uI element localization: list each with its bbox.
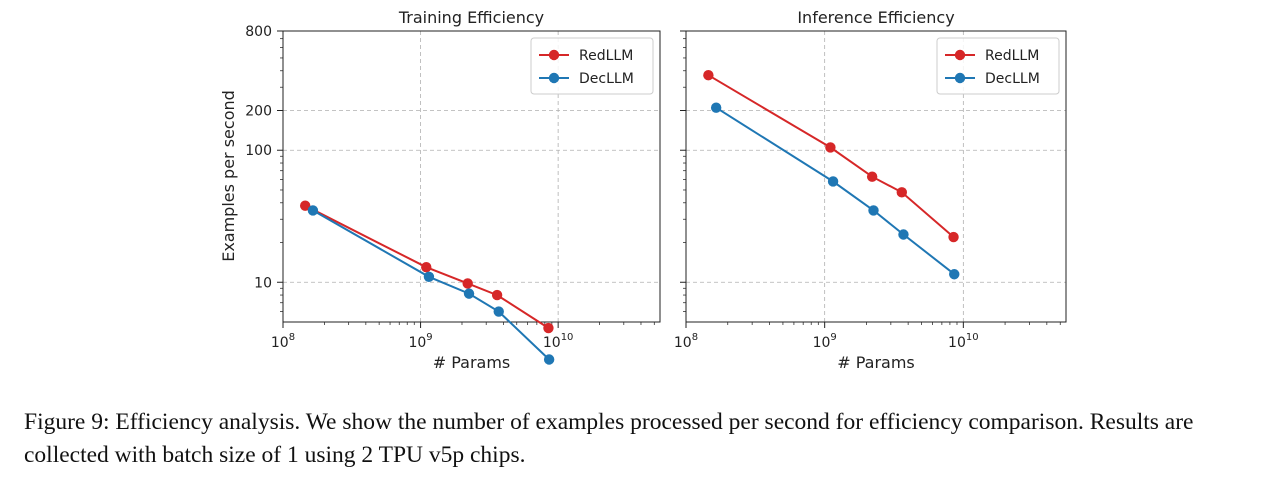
legend-label: DecLLM (985, 71, 1040, 87)
y-tick-label: 800 (245, 24, 272, 40)
x-tick-label: 1010 (543, 332, 574, 351)
legend-swatch-marker (954, 49, 966, 61)
series-line-decllm (715, 106, 955, 275)
panel-2: 108 109 1010 Inference Efficiency # Params Re… (674, 8, 1067, 372)
data-point-redllm (896, 187, 908, 198)
data-point-decllm (898, 229, 909, 240)
legend-label: RedLLM (579, 48, 633, 64)
x-tick-label: 109 (813, 332, 837, 351)
data-point-decllm (307, 205, 319, 216)
x-axis-label: # Params (433, 353, 511, 372)
legend-label: DecLLM (579, 71, 634, 87)
data-point-redllm (421, 262, 432, 273)
plot-frame (282, 30, 661, 323)
legend-swatch-marker (954, 72, 966, 84)
x-tick-label: 108 (271, 332, 295, 351)
series-line-redllm (707, 74, 955, 238)
chart-title: Inference Efficiency (797, 8, 954, 27)
plot-frame (685, 30, 1067, 323)
data-point-redllm (825, 142, 836, 153)
data-point-redllm (866, 171, 878, 182)
y-tick-label: 200 (245, 103, 272, 119)
x-tick-label: 108 (674, 332, 698, 351)
legend-box (936, 37, 1060, 95)
legend-label: RedLLM (985, 48, 1039, 64)
figure-caption: Figure 9: Efficiency analysis. We show t… (24, 409, 1194, 468)
x-tick-label: 1010 (948, 332, 979, 351)
data-point-redllm (703, 70, 714, 81)
data-point-redllm (543, 322, 554, 334)
chart-title: Training Efficiency (398, 8, 544, 27)
data-point-decllm (423, 271, 435, 282)
data-point-decllm (710, 102, 722, 113)
x-axis-label: # Params (837, 353, 915, 372)
y-tick-label: 10 (254, 275, 272, 291)
data-point-decllm (949, 269, 960, 280)
data-point-redllm (491, 289, 503, 301)
y-tick-label: 100 (245, 143, 272, 159)
x-tick-label: 109 (408, 332, 432, 351)
legend: RedLLM DecLLM (530, 37, 654, 95)
data-point-redllm (462, 278, 473, 289)
legend-swatch-marker (548, 49, 560, 61)
data-point-decllm (868, 205, 879, 216)
data-point-decllm (827, 176, 839, 187)
data-point-decllm (543, 354, 555, 365)
legend-swatch-marker (548, 72, 560, 84)
data-point-redllm (299, 200, 311, 211)
legend-box (530, 37, 654, 95)
legend: RedLLM DecLLM (936, 37, 1060, 95)
y-axis-label: Examples per second (219, 90, 238, 262)
data-point-decllm (463, 288, 475, 299)
data-point-decllm (493, 306, 504, 317)
data-point-redllm (948, 231, 959, 243)
